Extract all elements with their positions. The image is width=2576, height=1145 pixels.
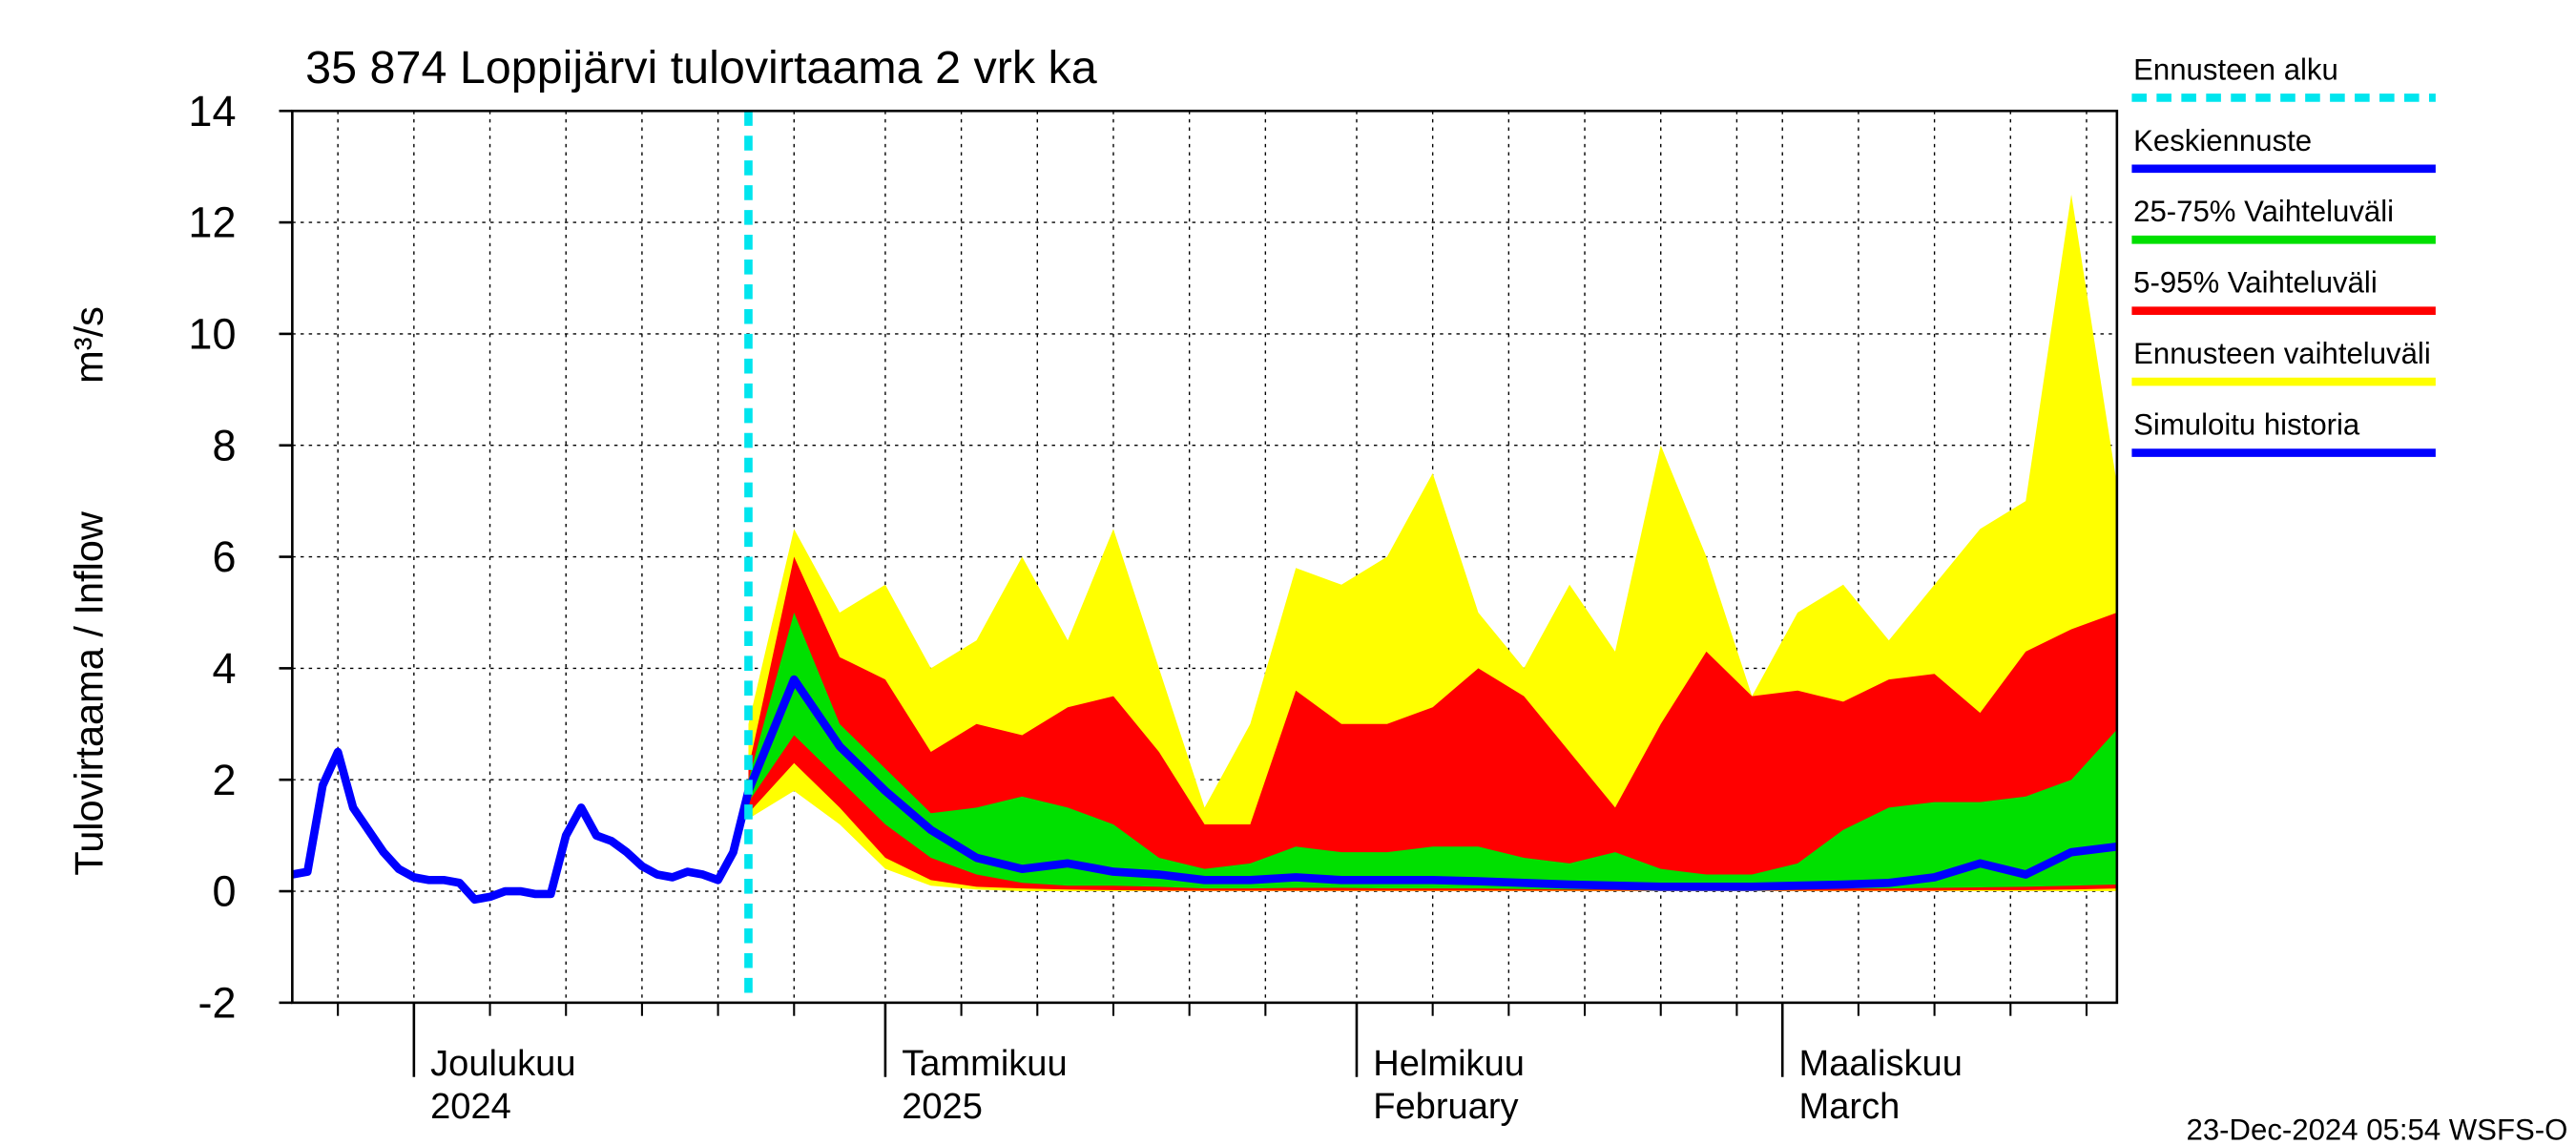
y-tick-label: 10 — [188, 309, 236, 358]
x-tick-label: Maaliskuu — [1799, 1044, 1963, 1084]
y-tick-label: 6 — [212, 532, 236, 581]
y-axis-label: Tulovirtaama / Inflow — [66, 510, 111, 875]
legend-label: Simuloitu historia — [2133, 407, 2360, 441]
chart-title: 35 874 Loppijärvi tulovirtaama 2 vrk ka — [305, 42, 1097, 94]
x-tick-label: Tammikuu — [902, 1044, 1067, 1084]
band — [748, 612, 2117, 890]
y-tick-label: 4 — [212, 644, 236, 693]
legend-label: 5-95% Vaihteluväli — [2133, 266, 2378, 300]
x-tick-sublabel: March — [1799, 1087, 1901, 1127]
y-tick-label: -2 — [197, 978, 236, 1027]
legend-label: Ennusteen alku — [2133, 52, 2338, 86]
y-tick-label: 14 — [188, 87, 236, 135]
y-tick-label: 8 — [212, 421, 236, 469]
band — [748, 556, 2117, 891]
legend-label: Ennusteen vaihteluväli — [2133, 337, 2431, 370]
y-tick-label: 2 — [212, 756, 236, 804]
history-line — [292, 747, 753, 905]
legend-label: 25-75% Vaihteluväli — [2133, 195, 2394, 228]
timestamp: 23-Dec-2024 05:54 WSFS-O — [2187, 1114, 2568, 1145]
y-axis-unit: m³/s — [66, 306, 111, 384]
x-tick-sublabel: February — [1373, 1087, 1518, 1127]
x-tick-sublabel: 2024 — [430, 1087, 511, 1127]
median-line — [744, 675, 2117, 891]
y-tick-label: 0 — [212, 867, 236, 916]
x-tick-label: Joulukuu — [430, 1044, 575, 1084]
x-tick-sublabel: 2025 — [902, 1087, 983, 1127]
plot-area — [292, 194, 2117, 905]
legend-label: Keskiennuste — [2133, 124, 2312, 157]
x-tick-label: Helmikuu — [1373, 1044, 1525, 1084]
y-tick-label: 12 — [188, 198, 236, 247]
